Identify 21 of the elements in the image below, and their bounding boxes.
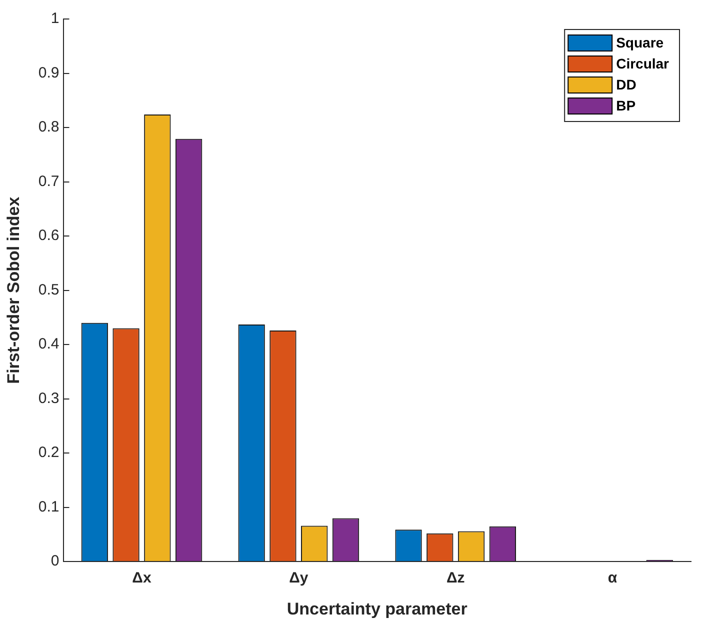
x-tick-label: Δz	[446, 570, 465, 587]
x-tick-label: α	[608, 570, 618, 587]
y-tick-label: 0.5	[38, 281, 60, 298]
y-tick-label: 0.4	[38, 336, 60, 353]
legend-label: BP	[616, 97, 636, 114]
legend-label: DD	[616, 76, 636, 92]
x-tick-label: Δx	[132, 570, 152, 587]
x-axis-title: Uncertainty parameter	[286, 599, 468, 618]
y-tick-label: 0.9	[38, 64, 60, 82]
y-tick-label: 0.3	[38, 390, 60, 407]
y-tick-label: 0.6	[38, 227, 60, 244]
y-tick-label: 0.2	[38, 444, 60, 462]
y-tick-label: 1	[50, 10, 60, 28]
y-axis-title: First-order Sobol index	[4, 196, 23, 384]
legend-label: Square	[616, 34, 664, 50]
legend-label: Circular	[616, 55, 670, 72]
x-tick-label: Δy	[289, 570, 309, 587]
y-tick-label: 0	[50, 552, 60, 570]
y-tick-label: 0.1	[38, 498, 60, 516]
y-tick-label: 0.8	[38, 118, 60, 136]
y-tick-label: 0.7	[38, 172, 60, 190]
